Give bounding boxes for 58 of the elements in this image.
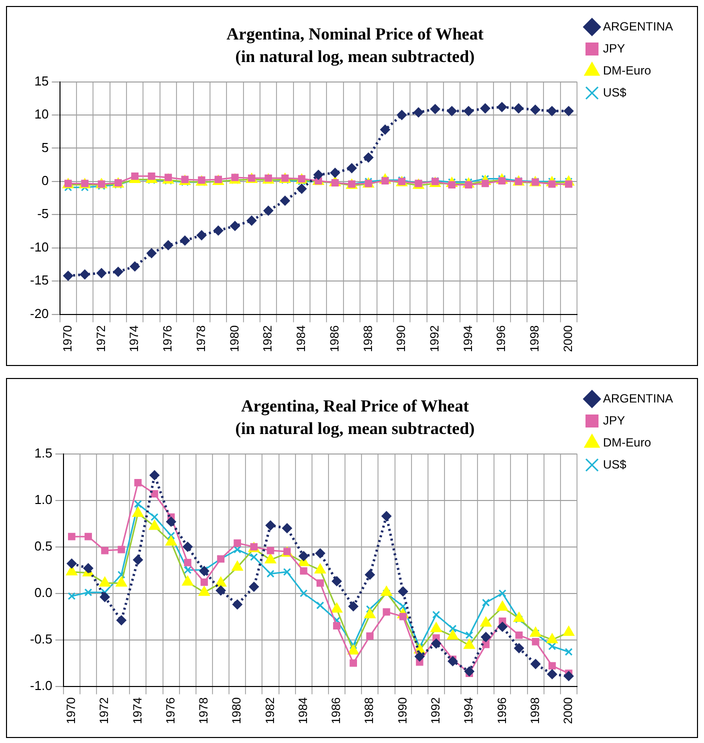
x-tick-label: 1992 (427, 324, 442, 352)
y-tick-label: -1.0 (30, 678, 52, 693)
y-tick-label: -5 (37, 206, 49, 222)
x-tick-label: 1974 (130, 696, 144, 724)
x-tick-label: 1990 (395, 696, 410, 724)
x-tick-label: 1976 (163, 696, 178, 724)
x-tick-label: 1988 (362, 696, 376, 724)
x-tick-label: 1970 (60, 324, 74, 352)
chart-title: Argentina, Nominal Price of Wheat (226, 24, 484, 44)
x-tick-label: 1998 (528, 696, 542, 724)
x-tick-label: 1980 (227, 324, 242, 352)
x-tick-label: 2000 (561, 696, 576, 724)
x-tick-label: 1978 (196, 696, 211, 724)
legend-label: JPY (602, 41, 626, 56)
y-tick-label: 1.0 (34, 492, 52, 507)
legend-label: US$ (602, 457, 627, 472)
x-tick-label: 1990 (394, 324, 408, 352)
legend-label: JPY (602, 413, 626, 428)
y-tick-label: 10 (34, 106, 49, 122)
chart-subtitle: (in natural log, mean subtracted) (235, 418, 475, 438)
legend-label: DM-Euro (602, 63, 652, 78)
x-tick-label: 1982 (262, 696, 277, 724)
y-tick-label: 5 (42, 140, 49, 155)
y-tick-label: 15 (34, 73, 49, 88)
x-tick-label: 1976 (160, 324, 175, 352)
x-tick-label: 1986 (329, 696, 344, 724)
x-tick-label: 1972 (97, 696, 112, 724)
y-tick-label: -15 (30, 272, 49, 288)
x-tick-label: 1982 (260, 324, 275, 352)
x-tick-label: 1994 (460, 324, 475, 352)
x-tick-label: 1992 (428, 696, 442, 724)
legend-label: US$ (602, 85, 627, 100)
y-tick-label: -20 (30, 306, 49, 321)
y-tick-label: -0.5 (30, 631, 52, 646)
x-tick-label: 1978 (194, 324, 208, 352)
chart-title: Argentina, Real Price of Wheat (241, 396, 470, 416)
x-tick-label: 1984 (294, 324, 308, 352)
x-tick-label: 1994 (462, 696, 476, 724)
y-tick-label: 1.5 (34, 445, 52, 460)
legend-label: DM-Euro (602, 435, 652, 450)
x-tick-label: 1984 (296, 696, 310, 724)
y-tick-label: 0.0 (34, 584, 52, 600)
x-tick-label: 1980 (230, 696, 244, 724)
y-tick-label: 0.5 (34, 538, 52, 554)
legend-label: ARGENTINA (602, 19, 674, 34)
legend-label: ARGENTINA (602, 391, 674, 406)
chart-subtitle: (in natural log, mean subtracted) (235, 46, 475, 66)
x-tick-label: 1970 (64, 696, 78, 724)
x-tick-label: 1974 (127, 324, 142, 352)
x-tick-label: 1988 (360, 324, 375, 352)
x-tick-label: 2000 (560, 324, 575, 352)
x-tick-label: 1998 (528, 324, 542, 352)
y-tick-label: -10 (30, 239, 49, 254)
x-tick-label: 1972 (94, 324, 108, 352)
x-tick-label: 1986 (327, 324, 342, 352)
x-tick-label: 1996 (494, 696, 509, 724)
x-tick-label: 1996 (494, 324, 508, 352)
y-tick-label: 0 (42, 173, 49, 188)
